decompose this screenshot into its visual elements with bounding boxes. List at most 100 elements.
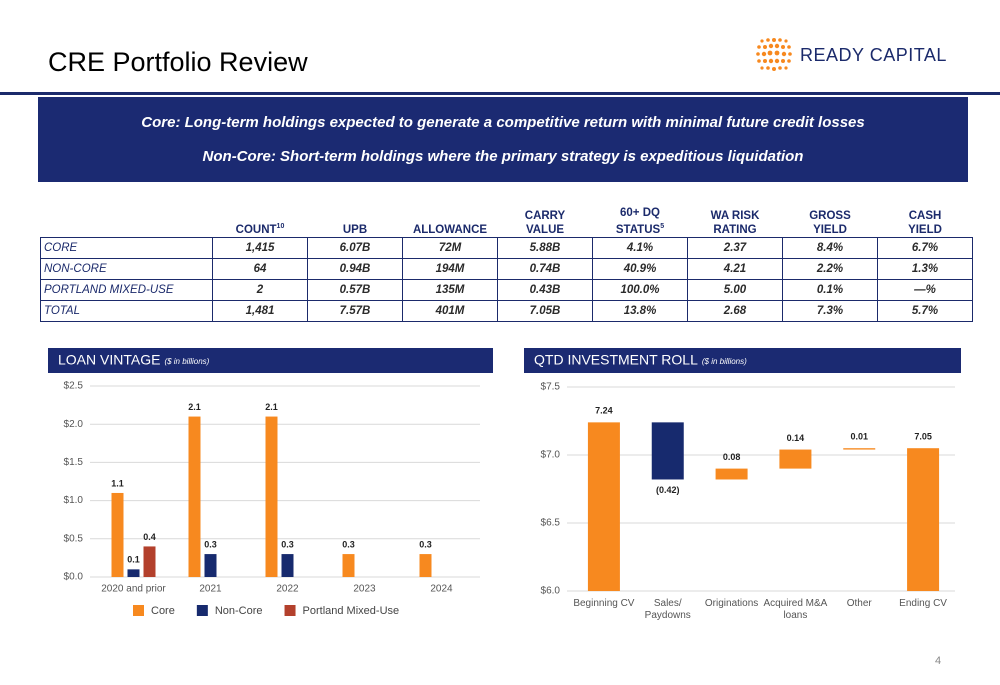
data-label: 0.4 bbox=[143, 532, 156, 542]
bar bbox=[281, 554, 294, 577]
panel-header bbox=[48, 348, 493, 373]
table-cell: 0.1% bbox=[782, 279, 878, 301]
table-cell: 0.43B bbox=[497, 279, 593, 301]
y-tick-label: $6.5 bbox=[541, 518, 561, 529]
chart-subtitle: ($ in billions) bbox=[702, 357, 747, 366]
table-cell: 4.1% bbox=[592, 237, 688, 259]
waterfall-bar bbox=[715, 468, 748, 480]
bar bbox=[342, 554, 355, 577]
y-tick-label: $2.5 bbox=[64, 381, 84, 392]
table-row: PORTLAND MIXED-USE 2 0.57B 135M 0.43B 100.0% 5… bbox=[40, 279, 973, 301]
waterfall-bar bbox=[779, 449, 812, 469]
data-label: 2.1 bbox=[265, 402, 278, 412]
legend-label: Non-Core bbox=[215, 605, 263, 617]
header-text: WA RISK bbox=[710, 210, 760, 222]
header-text: YIELD bbox=[813, 224, 847, 236]
data-label: 0.1 bbox=[127, 555, 140, 565]
banner-line: Non-Core: Short-term holdings where the … bbox=[202, 148, 804, 165]
bar bbox=[265, 416, 278, 577]
table-cell: 5.00 bbox=[687, 279, 783, 301]
y-tick-label: $7.0 bbox=[541, 450, 561, 461]
logo-icon bbox=[756, 38, 792, 71]
header-text: COUNT bbox=[235, 224, 277, 236]
x-tick-label: 2022 bbox=[276, 584, 299, 595]
table-cell: 5.88B bbox=[497, 237, 593, 259]
table-cell: 72M bbox=[402, 237, 498, 259]
slide-title: CRE Portfolio Review bbox=[48, 47, 308, 77]
data-label: 2.1 bbox=[188, 402, 201, 412]
title-rule bbox=[0, 92, 1000, 95]
row-label: TOTAL bbox=[40, 300, 213, 322]
bar bbox=[127, 569, 140, 577]
waterfall-bar bbox=[843, 448, 876, 450]
x-tick-label: Other bbox=[846, 598, 872, 609]
column-header: CARRY VALUE bbox=[498, 205, 593, 238]
header-footnote: 10 bbox=[276, 223, 285, 231]
table-row: NON-CORE 64 0.94B 194M 0.74B 40.9% 4.21 2.2% 1.3… bbox=[40, 258, 973, 280]
table-cell: 1,481 bbox=[212, 300, 308, 322]
table-cell: 100.0% bbox=[592, 279, 688, 301]
bar bbox=[204, 554, 217, 577]
row-label: CORE bbox=[40, 237, 213, 259]
waterfall-bar bbox=[907, 448, 940, 591]
table-cell: 2 bbox=[212, 279, 308, 301]
table-cell: 1,415 bbox=[212, 237, 308, 259]
column-header: 60+ DQ STATUS5 bbox=[593, 205, 688, 238]
header-text: CARRY bbox=[524, 210, 566, 222]
bar bbox=[143, 546, 156, 577]
table-cell: 7.3% bbox=[782, 300, 878, 322]
header-text: ALLOWANCE bbox=[412, 224, 488, 236]
chart-subtitle: ($ in billions) bbox=[164, 357, 209, 366]
table-header: COUNT10 UPB ALLOWANCE CARRY VALUE 60+ DQ STATU… bbox=[41, 205, 973, 238]
y-tick-label: $0.0 bbox=[64, 572, 84, 583]
row-label: NON-CORE bbox=[40, 258, 213, 280]
x-tick-label: 2020 and prior bbox=[101, 584, 166, 595]
data-label: 0.3 bbox=[204, 539, 217, 549]
header-text: UPB bbox=[342, 224, 368, 236]
table-row: TOTAL 1,481 7.57B 401M 7.05B 13.8% 2.68 7.3% 5.7… bbox=[40, 300, 973, 322]
x-tick-label: Sales/ Paydowns bbox=[644, 598, 691, 621]
x-tick-label: Originations bbox=[704, 598, 759, 609]
header-text: RATING bbox=[713, 224, 757, 236]
header-blank bbox=[41, 205, 213, 238]
table-cell: —% bbox=[877, 279, 973, 301]
bar bbox=[188, 416, 201, 577]
table-cell: 0.57B bbox=[307, 279, 403, 301]
data-label: 0.01 bbox=[850, 432, 868, 442]
column-header: UPB bbox=[308, 205, 403, 238]
header-text: CASH bbox=[908, 210, 942, 222]
column-header: COUNT10 bbox=[213, 205, 308, 238]
data-label: 7.05 bbox=[914, 432, 932, 442]
y-tick-label: $2.0 bbox=[64, 419, 84, 430]
x-tick-label: 2023 bbox=[353, 584, 376, 595]
table-cell: 40.9% bbox=[592, 258, 688, 280]
table-cell: 401M bbox=[402, 300, 498, 322]
panel-header bbox=[524, 348, 961, 373]
column-header: WA RISK RATING bbox=[688, 205, 783, 238]
bar bbox=[419, 554, 432, 577]
table-cell: 1.3% bbox=[877, 258, 973, 280]
x-tick-label: Beginning CV bbox=[573, 598, 635, 609]
column-header: CASH YIELD bbox=[878, 205, 973, 238]
portfolio-table: COUNT10 UPB ALLOWANCE CARRY VALUE 60+ DQ STATU… bbox=[40, 205, 973, 322]
waterfall-bar bbox=[651, 422, 684, 480]
y-tick-label: $1.5 bbox=[64, 457, 84, 468]
chart-title: QTD INVESTMENT ROLL bbox=[534, 352, 698, 368]
row-label: PORTLAND MIXED-USE bbox=[40, 279, 213, 301]
y-tick-label: $6.0 bbox=[541, 586, 561, 597]
table-cell: 0.94B bbox=[307, 258, 403, 280]
legend-label: Portland Mixed-Use bbox=[303, 605, 400, 617]
data-label: 7.24 bbox=[595, 406, 613, 416]
header-text: VALUE bbox=[525, 224, 565, 236]
legend-swatch bbox=[196, 605, 208, 616]
logo-text: READY CAPITAL bbox=[800, 45, 947, 65]
table-cell: 7.57B bbox=[307, 300, 403, 322]
column-header: GROSS YIELD bbox=[783, 205, 878, 238]
chart-title: LOAN VINTAGE bbox=[58, 352, 160, 368]
header-text: 60+ DQ bbox=[620, 207, 660, 220]
banner: Core: Long-term holdings expected to gen… bbox=[38, 97, 968, 182]
x-tick-label: Acquired M&A loans bbox=[763, 598, 828, 621]
legend-label: Core bbox=[151, 605, 175, 617]
